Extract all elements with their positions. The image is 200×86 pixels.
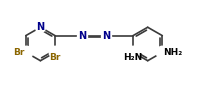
Text: NH₂: NH₂	[162, 48, 182, 57]
Text: N: N	[36, 22, 44, 32]
Text: N: N	[78, 31, 86, 41]
Text: Br: Br	[13, 48, 25, 57]
Text: N: N	[101, 31, 109, 41]
Text: Br: Br	[49, 53, 60, 62]
Text: H₂N: H₂N	[123, 53, 142, 62]
